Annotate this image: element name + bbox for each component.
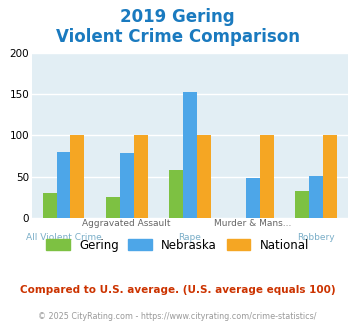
- Bar: [183, 92, 197, 218]
- Bar: [43, 193, 56, 218]
- Text: Robbery: Robbery: [297, 233, 335, 242]
- Text: 2019 Gering: 2019 Gering: [120, 8, 235, 26]
- Legend: Gering, Nebraska, National: Gering, Nebraska, National: [41, 234, 314, 256]
- Bar: [246, 178, 260, 218]
- Bar: [106, 197, 120, 218]
- Text: Aggravated Assault: Aggravated Assault: [82, 219, 171, 228]
- Bar: [120, 152, 134, 218]
- Bar: [309, 176, 323, 218]
- Bar: [56, 152, 71, 218]
- Bar: [260, 135, 274, 218]
- Bar: [71, 135, 84, 218]
- Text: Compared to U.S. average. (U.S. average equals 100): Compared to U.S. average. (U.S. average …: [20, 285, 335, 295]
- Text: Murder & Mans...: Murder & Mans...: [214, 219, 292, 228]
- Bar: [169, 170, 183, 218]
- Bar: [295, 191, 309, 218]
- Bar: [134, 135, 148, 218]
- Text: Violent Crime Comparison: Violent Crime Comparison: [55, 28, 300, 46]
- Bar: [323, 135, 337, 218]
- Text: All Violent Crime: All Violent Crime: [26, 233, 102, 242]
- Text: Rape: Rape: [179, 233, 201, 242]
- Text: © 2025 CityRating.com - https://www.cityrating.com/crime-statistics/: © 2025 CityRating.com - https://www.city…: [38, 312, 317, 321]
- Bar: [197, 135, 211, 218]
